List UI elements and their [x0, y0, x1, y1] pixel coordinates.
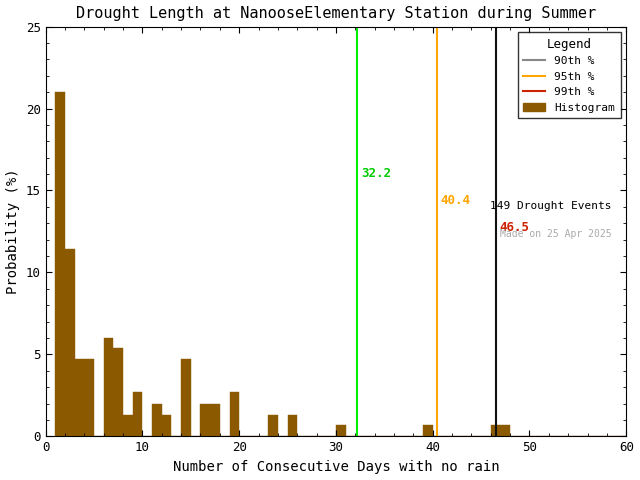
Bar — [152, 404, 162, 436]
Bar — [123, 415, 132, 436]
Bar — [55, 92, 65, 436]
Text: 32.2: 32.2 — [361, 168, 391, 180]
Bar — [491, 425, 500, 436]
X-axis label: Number of Consecutive Days with no rain: Number of Consecutive Days with no rain — [173, 460, 499, 474]
Bar — [84, 360, 94, 436]
Legend: 90th %, 95th %, 99th %, Histogram: 90th %, 95th %, 99th %, Histogram — [518, 32, 621, 119]
Title: Drought Length at NanooseElementary Station during Summer: Drought Length at NanooseElementary Stat… — [76, 6, 596, 21]
Bar — [423, 425, 433, 436]
Bar — [75, 360, 84, 436]
Bar — [200, 404, 210, 436]
Bar — [336, 425, 346, 436]
Y-axis label: Probability (%): Probability (%) — [6, 168, 20, 294]
Text: 46.5: 46.5 — [499, 221, 529, 234]
Text: 40.4: 40.4 — [440, 193, 470, 206]
Text: 149 Drought Events: 149 Drought Events — [490, 201, 612, 211]
Bar — [162, 415, 172, 436]
Bar — [287, 415, 297, 436]
Bar — [210, 404, 220, 436]
Text: Made on 25 Apr 2025: Made on 25 Apr 2025 — [500, 229, 612, 240]
Bar — [65, 250, 75, 436]
Bar — [500, 425, 510, 436]
Bar — [104, 338, 113, 436]
Bar — [113, 348, 123, 436]
Bar — [181, 360, 191, 436]
Bar — [132, 392, 143, 436]
Bar — [268, 415, 278, 436]
Bar — [230, 392, 239, 436]
